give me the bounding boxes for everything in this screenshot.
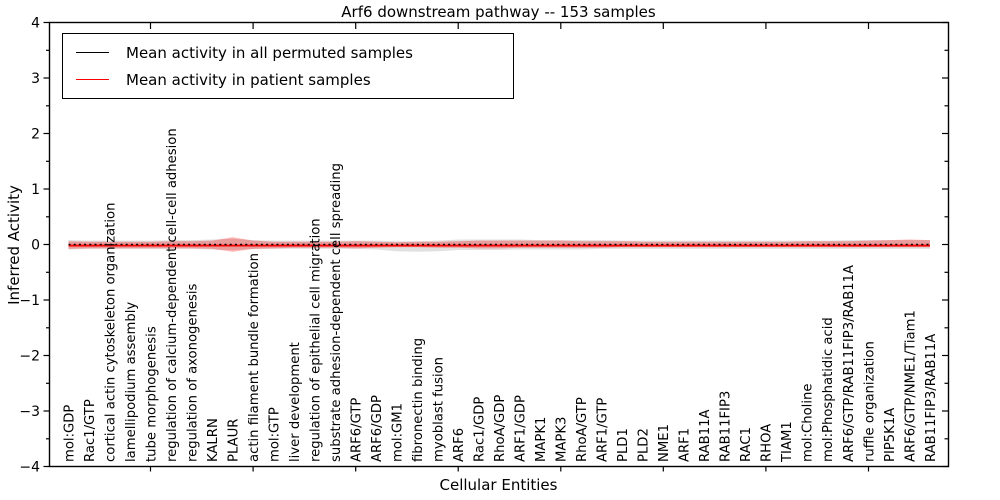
y-tick-label: 3: [31, 71, 40, 87]
x-tick-label: lamellipodium assembly: [124, 302, 139, 462]
x-tick-label: RAC1: [739, 427, 754, 462]
x-tick-label: myoblast fusion: [432, 357, 447, 462]
x-tick-label: PLD2: [637, 428, 652, 462]
x-category-labels: mol:GDP Rac1/GTP cortical actin cytoskelet…: [62, 128, 939, 463]
y-tick-labels: 4 3 2 1 0 −1 −2 −3 −4: [19, 16, 40, 476]
x-tick-label: RAB11FIP3/RAB11A: [924, 334, 939, 462]
y-tick-label: −2: [19, 349, 40, 365]
x-tick-label: regulation of calcium-dependent cell-cel…: [165, 128, 180, 462]
x-tick-label: ARF6: [452, 428, 467, 462]
x-tick-label: MAPK3: [555, 417, 570, 462]
legend: Mean activity in all permuted samples Me…: [62, 33, 514, 99]
x-tick-label: RAB11FIP3: [719, 391, 734, 462]
y-tick-label: 4: [31, 16, 40, 32]
x-tick-label: ARF1/GTP: [596, 398, 611, 462]
x-tick-label: Rac1/GDP: [473, 397, 488, 462]
x-tick-label: NME1: [657, 424, 672, 462]
x-tick-label: ARF1: [678, 428, 693, 462]
x-tick-label: ARF6/GTP: [350, 398, 365, 462]
x-tick-label: mol:Choline: [801, 384, 816, 462]
y-axis-ticks: [43, 21, 949, 468]
legend-label-permuted: Mean activity in all permuted samples: [126, 43, 413, 62]
x-tick-label: tube morphogenesis: [144, 326, 159, 462]
y-axis-label: Inferred Activity: [5, 185, 23, 305]
x-tick-label: ARF6/GTP/NME1/Tiam1: [903, 310, 918, 462]
x-tick-label: MAPK1: [534, 417, 549, 462]
x-tick-label: ruffle organization: [862, 341, 877, 462]
legend-item-patient: Mean activity in patient samples: [63, 66, 513, 93]
x-tick-label: mol:GTP: [267, 407, 282, 462]
chart-title: Arf6 downstream pathway -- 153 samples: [341, 3, 656, 21]
y-tick-label: −3: [19, 404, 40, 420]
x-tick-label: cortical actin cytoskeleton organization: [103, 203, 118, 463]
x-tick-label: RAB11A: [698, 410, 713, 463]
x-tick-label: RhoA/GTP: [575, 397, 590, 462]
x-tick-label: TIAM1: [780, 421, 795, 463]
x-tick-label: mol:GM1: [391, 403, 406, 462]
legend-item-permuted: Mean activity in all permuted samples: [63, 39, 513, 66]
x-tick-label: RhoA/GDP: [493, 395, 508, 462]
x-tick-label: Rac1/GTP: [83, 399, 98, 462]
x-tick-label: regulation of axonogenesis: [185, 283, 200, 462]
x-tick-label: KALRN: [206, 418, 221, 462]
y-tick-label: 2: [31, 127, 40, 143]
patient-line-swatch: [76, 79, 109, 80]
x-tick-label: actin filament bundle formation: [247, 253, 262, 462]
x-tick-label: PLAUR: [226, 419, 241, 462]
x-axis-label: Cellular Entities: [439, 476, 558, 494]
x-tick-label: fibronectin binding: [411, 338, 426, 462]
x-tick-label: ARF6/GTP/RAB11FIP3/RAB11A: [842, 265, 857, 462]
x-tick-label: regulation of epithelial cell migration: [308, 218, 323, 462]
y-tick-label: 0: [31, 238, 40, 254]
y-tick-label: −4: [19, 460, 40, 476]
x-tick-label: liver development: [288, 342, 303, 462]
x-tick-label: mol:GDP: [62, 405, 77, 462]
x-axis-ticks: [149, 22, 870, 472]
patient-band: [68, 237, 930, 252]
x-tick-label: ARF1/GDP: [514, 395, 529, 462]
y-tick-label: 1: [31, 182, 40, 198]
x-tick-label: mol:Phosphatidic acid: [821, 317, 836, 462]
x-tick-label: substrate adhesion-dependent cell spread…: [329, 163, 344, 462]
x-tick-label: ARF6/GDP: [370, 395, 385, 462]
x-tick-label: RHOA: [760, 424, 775, 462]
x-tick-label: PLD1: [616, 428, 631, 462]
permuted-line-swatch: [76, 52, 109, 53]
legend-label-patient: Mean activity in patient samples: [126, 70, 371, 89]
y-tick-label: −1: [19, 293, 40, 309]
x-tick-label: PIP5K1A: [883, 408, 898, 462]
